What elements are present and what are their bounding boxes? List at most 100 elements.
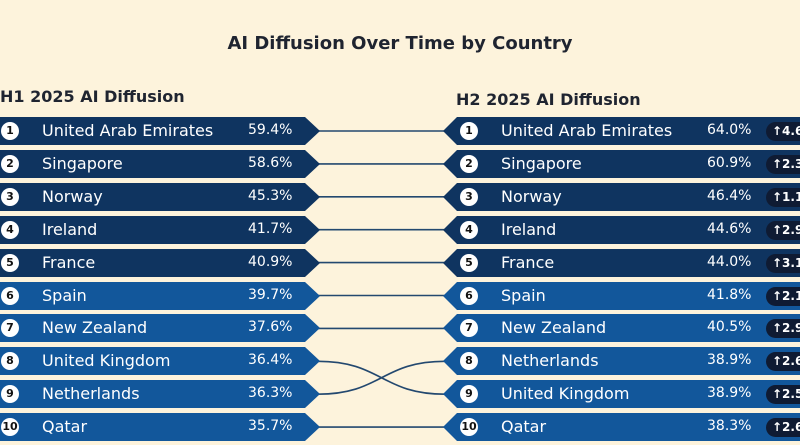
rank-badge: 6 xyxy=(460,286,478,305)
change-badge: ↑1.1 xyxy=(766,187,800,207)
row-shape xyxy=(443,117,800,145)
row-shape xyxy=(443,182,800,211)
row-shape xyxy=(0,281,320,310)
change-badge: ↑2.3 xyxy=(766,154,800,174)
diffusion-value: 40.5% xyxy=(707,319,752,336)
country-name: Singapore xyxy=(42,153,123,173)
right-row-8: 8 Netherlands 38.9% ↑2.6 xyxy=(443,347,800,376)
diffusion-value: 44.0% xyxy=(707,253,752,270)
country-name: United Kingdom xyxy=(42,351,171,371)
left-row-9: 9 Netherlands 36.3% xyxy=(0,380,320,409)
diffusion-value: 58.6% xyxy=(248,154,293,171)
diffusion-value: 38.9% xyxy=(707,385,752,402)
diffusion-value: 35.7% xyxy=(248,418,293,435)
left-row-10: 10 Qatar 35.7% xyxy=(0,413,320,442)
right-row-6: 6 Spain 41.8% ↑2.1 xyxy=(443,281,800,310)
row-shape xyxy=(443,149,800,178)
country-name: France xyxy=(42,252,96,272)
country-name: New Zealand xyxy=(42,318,148,338)
country-name: Qatar xyxy=(501,417,547,437)
right-row-7: 7 New Zealand 40.5% ↑2.9 xyxy=(443,314,800,343)
diffusion-value: 36.4% xyxy=(248,352,293,369)
diffusion-value: 64.0% xyxy=(707,122,752,138)
rank-badge: 7 xyxy=(1,319,19,338)
change-badge: ↑4.6 xyxy=(766,122,800,141)
country-name: Qatar xyxy=(42,417,88,437)
country-name: Spain xyxy=(42,285,87,305)
rank-badge: 3 xyxy=(460,187,478,206)
country-name: Ireland xyxy=(42,219,98,239)
right-row-10: 10 Qatar 38.3% ↑2.6 xyxy=(443,413,800,442)
change-badge: ↑2.9 xyxy=(766,220,800,240)
country-name: Ireland xyxy=(501,219,557,239)
change-badge: ↑2.9 xyxy=(766,319,800,339)
country-name: Norway xyxy=(501,186,562,206)
right-panel-title: H2 2025 AI Diffusion xyxy=(456,90,641,109)
rank-badge: 3 xyxy=(1,187,19,206)
rank-badge: 1 xyxy=(460,122,478,140)
rank-badge: 5 xyxy=(460,253,478,272)
row-shape xyxy=(0,380,320,409)
country-name: New Zealand xyxy=(501,318,607,338)
rank-badge: 4 xyxy=(1,220,19,239)
rank-badge: 9 xyxy=(1,385,19,404)
connector-8-9 xyxy=(317,360,446,395)
rank-badge: 10 xyxy=(460,418,478,437)
diffusion-value: 40.9% xyxy=(248,253,293,270)
right-row-9: 9 United Kingdom 38.9% ↑2.5 xyxy=(443,380,800,409)
rank-badge: 8 xyxy=(460,352,478,371)
left-row-3: 3 Norway 45.3% xyxy=(0,182,320,211)
left-row-4: 4 Ireland 41.7% xyxy=(0,215,320,244)
diffusion-value: 37.6% xyxy=(248,319,293,336)
rank-badge: 2 xyxy=(1,154,19,173)
left-row-6: 6 Spain 39.7% xyxy=(0,281,320,310)
right-row-4: 4 Ireland 44.6% ↑2.9 xyxy=(443,215,800,244)
country-name: Singapore xyxy=(501,153,582,173)
rank-badge: 1 xyxy=(1,122,19,140)
change-badge: ↑2.5 xyxy=(766,385,800,405)
country-name: United Arab Emirates xyxy=(501,121,673,140)
row-shape xyxy=(443,314,800,343)
left-row-7: 7 New Zealand 37.6% xyxy=(0,314,320,343)
rank-badge: 8 xyxy=(1,352,19,371)
left-row-5: 5 France 40.9% xyxy=(0,248,320,277)
diffusion-value: 59.4% xyxy=(248,122,293,138)
change-badge: ↑3.1 xyxy=(766,253,800,273)
rank-badge: 2 xyxy=(460,154,478,173)
diffusion-value: 41.7% xyxy=(248,220,293,237)
row-shape xyxy=(0,149,320,178)
diffusion-value: 44.6% xyxy=(707,220,752,237)
rank-badge: 9 xyxy=(460,385,478,404)
country-name: United Kingdom xyxy=(501,384,630,404)
connector-9-8 xyxy=(317,360,446,395)
row-shape xyxy=(443,413,800,442)
diffusion-value: 45.3% xyxy=(248,187,293,204)
diffusion-value: 60.9% xyxy=(707,154,752,171)
right-row-1: 1 United Arab Emirates 64.0% ↑4.6 xyxy=(443,117,800,145)
diffusion-value: 38.3% xyxy=(707,418,752,435)
left-row-1: 1 United Arab Emirates 59.4% xyxy=(0,117,320,145)
row-shape xyxy=(0,248,320,277)
chart-title: AI Diffusion Over Time by Country xyxy=(227,33,573,54)
row-shape xyxy=(443,248,800,277)
row-shape xyxy=(0,314,320,343)
row-shape xyxy=(443,347,800,376)
diffusion-value: 39.7% xyxy=(248,286,293,303)
country-name: United Arab Emirates xyxy=(42,121,214,140)
country-name: Spain xyxy=(501,285,546,305)
country-name: Norway xyxy=(42,186,103,206)
row-shape xyxy=(443,380,800,409)
diffusion-value: 38.9% xyxy=(707,352,752,369)
change-badge: ↑2.6 xyxy=(766,418,800,438)
diffusion-value: 46.4% xyxy=(707,187,752,204)
row-shape xyxy=(443,281,800,310)
country-name: Netherlands xyxy=(501,351,599,371)
row-shape xyxy=(0,182,320,211)
diffusion-value: 41.8% xyxy=(707,286,752,303)
country-name: France xyxy=(501,252,555,272)
rank-badge: 5 xyxy=(1,253,19,272)
country-name: Netherlands xyxy=(42,384,140,404)
row-shape xyxy=(0,413,320,442)
row-shape xyxy=(443,215,800,244)
diffusion-value: 36.3% xyxy=(248,385,293,402)
